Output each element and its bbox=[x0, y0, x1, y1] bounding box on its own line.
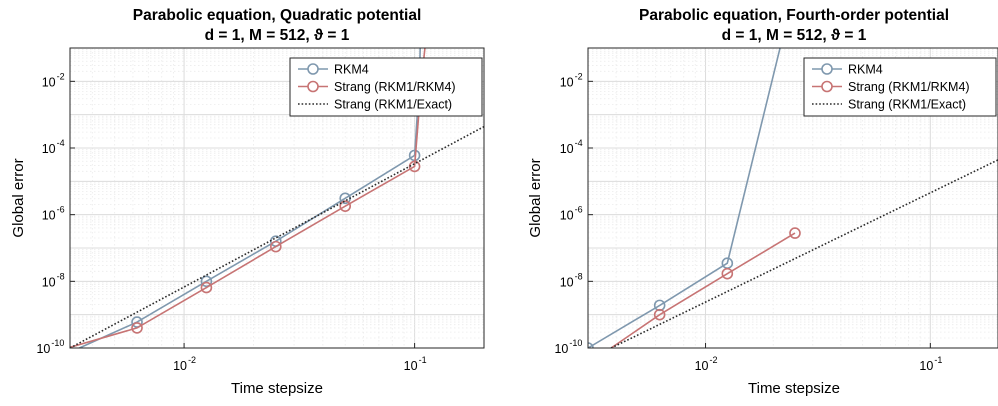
left-chart-ytick-label: 10 bbox=[42, 209, 56, 223]
left-chart-marker-strang-rkm1-rkm4 bbox=[408, 160, 421, 173]
right-chart-marker-strang-rkm1-rkm4 bbox=[789, 227, 801, 239]
right-chart-ylabel: Global error bbox=[527, 158, 544, 237]
right-chart-xtick-exponent: -1 bbox=[934, 355, 942, 365]
left-chart-xlabel: Time stepsize bbox=[231, 380, 323, 397]
right-chart-ytick-exponent: -4 bbox=[575, 138, 583, 148]
left-chart-title-line-2: d = 1, M = 512, ϑ = 1 bbox=[205, 27, 350, 44]
left-chart-legend-label-strang-rkm1-rkm4: Strang (RKM1/RKM4) bbox=[334, 80, 456, 94]
right-chart-title-line-1: Parabolic equation, Fourth-order potenti… bbox=[639, 7, 949, 24]
left-chart-title-line-1: Parabolic equation, Quadratic potential bbox=[133, 7, 422, 24]
right-chart-ytick-label: 10 bbox=[560, 209, 574, 223]
right-chart-series bbox=[588, 48, 998, 348]
right-chart-ytick-exponent: -6 bbox=[575, 205, 583, 215]
right-chart-xlabel: Time stepsize bbox=[748, 380, 840, 397]
left-chart-marker-strang-rkm1-rkm4 bbox=[339, 200, 352, 212]
right-chart-legend-label-rkm4: RKM4 bbox=[848, 63, 883, 77]
left-chart-ytick-exponent: -6 bbox=[57, 205, 65, 215]
right-chart-marker-strang-rkm1-rkm4 bbox=[721, 267, 734, 280]
right-chart-xtick-label: 10 bbox=[695, 359, 709, 373]
right-chart-ytick-label: 10 bbox=[560, 75, 574, 89]
right-chart-ytick-label: 10 bbox=[560, 275, 574, 289]
left-chart-ytick-exponent: -10 bbox=[51, 338, 64, 348]
left-chart-marker-strang-rkm1-rkm4 bbox=[200, 281, 213, 294]
left-chart-ytick-label: 10 bbox=[42, 142, 56, 156]
right-chart-legend-marker-rkm4 bbox=[821, 63, 833, 75]
left-chart-xtick-exponent: -2 bbox=[188, 355, 196, 365]
right-chart-xtick-label: 10 bbox=[919, 359, 933, 373]
left-chart-ytick-label: 10 bbox=[42, 275, 56, 289]
left-chart-ytick-label: 10 bbox=[42, 75, 56, 89]
right-chart-ytick-exponent: -10 bbox=[569, 338, 582, 348]
left-chart-marker-rkm4 bbox=[200, 275, 213, 288]
right-chart-legend: RKM4 Strang (RKM1/RKM4) Strang (RKM1/Exact… bbox=[803, 57, 997, 117]
left-chart-legend-marker-rkm4 bbox=[307, 63, 319, 75]
right-chart-ytick-exponent: -2 bbox=[575, 71, 583, 81]
right-chart-title-line-2: d = 1, M = 512, ϑ = 1 bbox=[722, 27, 867, 44]
left-chart-ytick-label: 10 bbox=[36, 342, 50, 356]
right-chart-series-rkm4 bbox=[588, 48, 781, 348]
left-chart-legend-label-strang-rkm1-exact: Strang (RKM1/Exact) bbox=[334, 98, 452, 112]
right-chart-axes-box bbox=[587, 47, 998, 349]
right-chart-series-strang-rkm1-rkm4 bbox=[610, 232, 796, 348]
left-chart-ylabel: Global error bbox=[10, 158, 27, 237]
right-chart-legend-label-strang-rkm1-exact: Strang (RKM1/Exact) bbox=[848, 98, 966, 112]
left-chart-xtick-exponent: -1 bbox=[419, 355, 427, 365]
right-chart-legend-label-strang-rkm1-rkm4: Strang (RKM1/RKM4) bbox=[848, 80, 970, 94]
left-chart-ytick-exponent: -4 bbox=[57, 138, 65, 148]
right-chart-ytick-exponent: -8 bbox=[575, 271, 583, 281]
right-chart-panel: Parabolic equation, Fourth-order potenti… bbox=[527, 7, 998, 397]
right-chart-grid bbox=[587, 47, 998, 349]
right-chart-ytick-label: 10 bbox=[554, 342, 568, 356]
right-chart-marker-strang-rkm1-rkm4 bbox=[653, 308, 666, 321]
left-chart-panel: Parabolic equation, Quadratic potential … bbox=[10, 7, 485, 397]
right-chart-legend-marker-strang-rkm1-rkm4 bbox=[821, 80, 833, 93]
left-chart-ytick-exponent: -8 bbox=[57, 271, 65, 281]
left-chart-ytick-exponent: -2 bbox=[57, 71, 65, 81]
left-chart-xtick-label: 10 bbox=[173, 359, 187, 373]
left-chart-legend: RKM4 Strang (RKM1/RKM4) Strang (RKM1/Exact… bbox=[289, 57, 483, 117]
left-chart-marker-strang-rkm1-rkm4 bbox=[270, 240, 282, 253]
left-chart-axes-box bbox=[69, 47, 485, 349]
right-chart-ytick-label: 10 bbox=[560, 142, 574, 156]
left-chart-legend-label-rkm4: RKM4 bbox=[334, 63, 369, 77]
left-chart-legend-marker-strang-rkm1-rkm4 bbox=[307, 80, 319, 93]
left-chart-series-strang-rkm1-exact bbox=[70, 125, 484, 348]
left-chart-marker-strang-rkm1-rkm4 bbox=[131, 322, 143, 334]
right-chart-xtick-exponent: -2 bbox=[710, 355, 718, 365]
left-chart-xtick-label: 10 bbox=[404, 359, 418, 373]
